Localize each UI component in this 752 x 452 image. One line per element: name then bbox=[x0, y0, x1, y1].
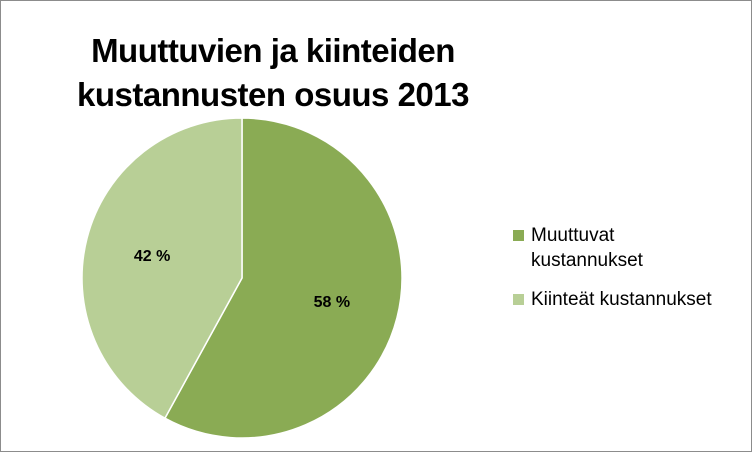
data-label-muuttuvat: 58 % bbox=[314, 294, 350, 311]
legend-label-muuttuvat-line2: kustannukset bbox=[531, 250, 643, 271]
legend-swatch-kiinteat bbox=[513, 294, 524, 305]
chart-title: Muuttuvien ja kiinteiden kustannusten os… bbox=[77, 32, 469, 113]
pie-slice-muuttuvat bbox=[163, 117, 403, 439]
legend-swatch-muuttuvat bbox=[513, 230, 524, 241]
legend-label-kiinteat: Kiinteät kustannukset bbox=[531, 289, 712, 310]
legend: Muuttuvat kustannukset Kiinteät kustannu… bbox=[513, 223, 743, 326]
legend-item-muuttuvat: Muuttuvat kustannukset bbox=[513, 223, 743, 273]
legend-item-kiinteat: Kiinteät kustannukset bbox=[513, 287, 743, 312]
data-label-kiinteat: 42 % bbox=[134, 248, 170, 265]
pie-slice-kiinteat bbox=[81, 117, 243, 420]
legend-label-muuttuvat-line1: Muuttuvat bbox=[531, 225, 615, 246]
